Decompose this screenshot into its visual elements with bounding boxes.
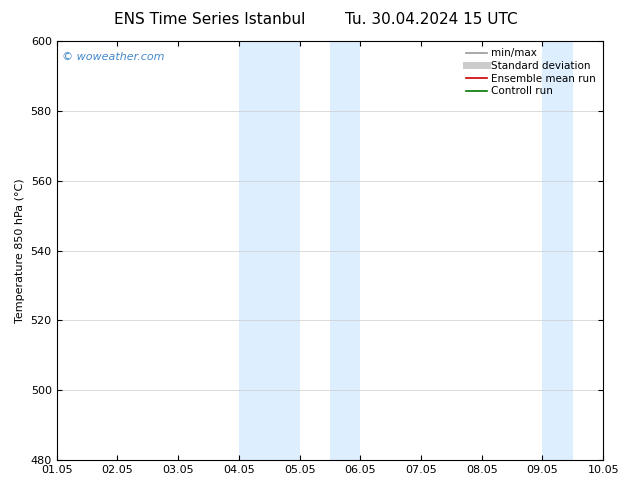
Bar (603, 41, 633, 460)
Y-axis label: Temperature 850 hPa (°C): Temperature 850 hPa (°C) (15, 178, 25, 323)
Bar (330, 41, 360, 460)
Text: Tu. 30.04.2024 15 UTC: Tu. 30.04.2024 15 UTC (345, 12, 517, 27)
Bar (239, 41, 299, 460)
Bar (543, 41, 573, 460)
Text: ENS Time Series Istanbul: ENS Time Series Istanbul (113, 12, 305, 27)
Legend: min/max, Standard deviation, Ensemble mean run, Controll run: min/max, Standard deviation, Ensemble me… (464, 46, 598, 98)
Text: © woweather.com: © woweather.com (62, 51, 165, 62)
